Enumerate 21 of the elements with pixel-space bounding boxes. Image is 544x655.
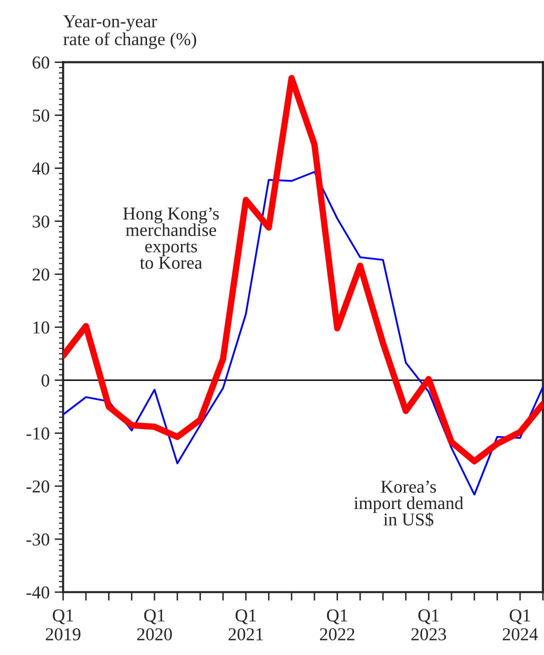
y-tick-label: 50	[32, 109, 50, 122]
y-tick-label: 0	[42, 374, 50, 387]
y-tick-label: -40	[26, 586, 50, 599]
y-tick-label: -20	[26, 480, 50, 493]
x-tick-label: Q1 2024	[502, 609, 538, 640]
x-tick-label: Q1 2019	[46, 609, 80, 640]
x-tick-label: Q1 2020	[137, 609, 172, 640]
y-axis-title: Year-on-year rate of change (%)	[63, 15, 196, 49]
y-tick-label: 30	[32, 215, 50, 228]
x-tick-label: Q1 2021	[228, 609, 263, 640]
x-tick-label: Q1 2022	[320, 609, 354, 640]
y-tick-label: -10	[26, 427, 50, 440]
line-series	[63, 171, 543, 496]
y-tick-label: 40	[32, 162, 50, 175]
series-label: Korea’s import demand in US$	[354, 480, 464, 527]
y-tick-label: 10	[33, 321, 50, 334]
x-tick-label: Q1 2023	[411, 609, 446, 640]
y-tick-label: 60	[32, 56, 50, 69]
y-tick-label: 20	[32, 268, 50, 281]
series-label: Hong Kong’s merchandise exports to Korea	[123, 207, 219, 269]
y-tick-label: -30	[26, 533, 50, 546]
